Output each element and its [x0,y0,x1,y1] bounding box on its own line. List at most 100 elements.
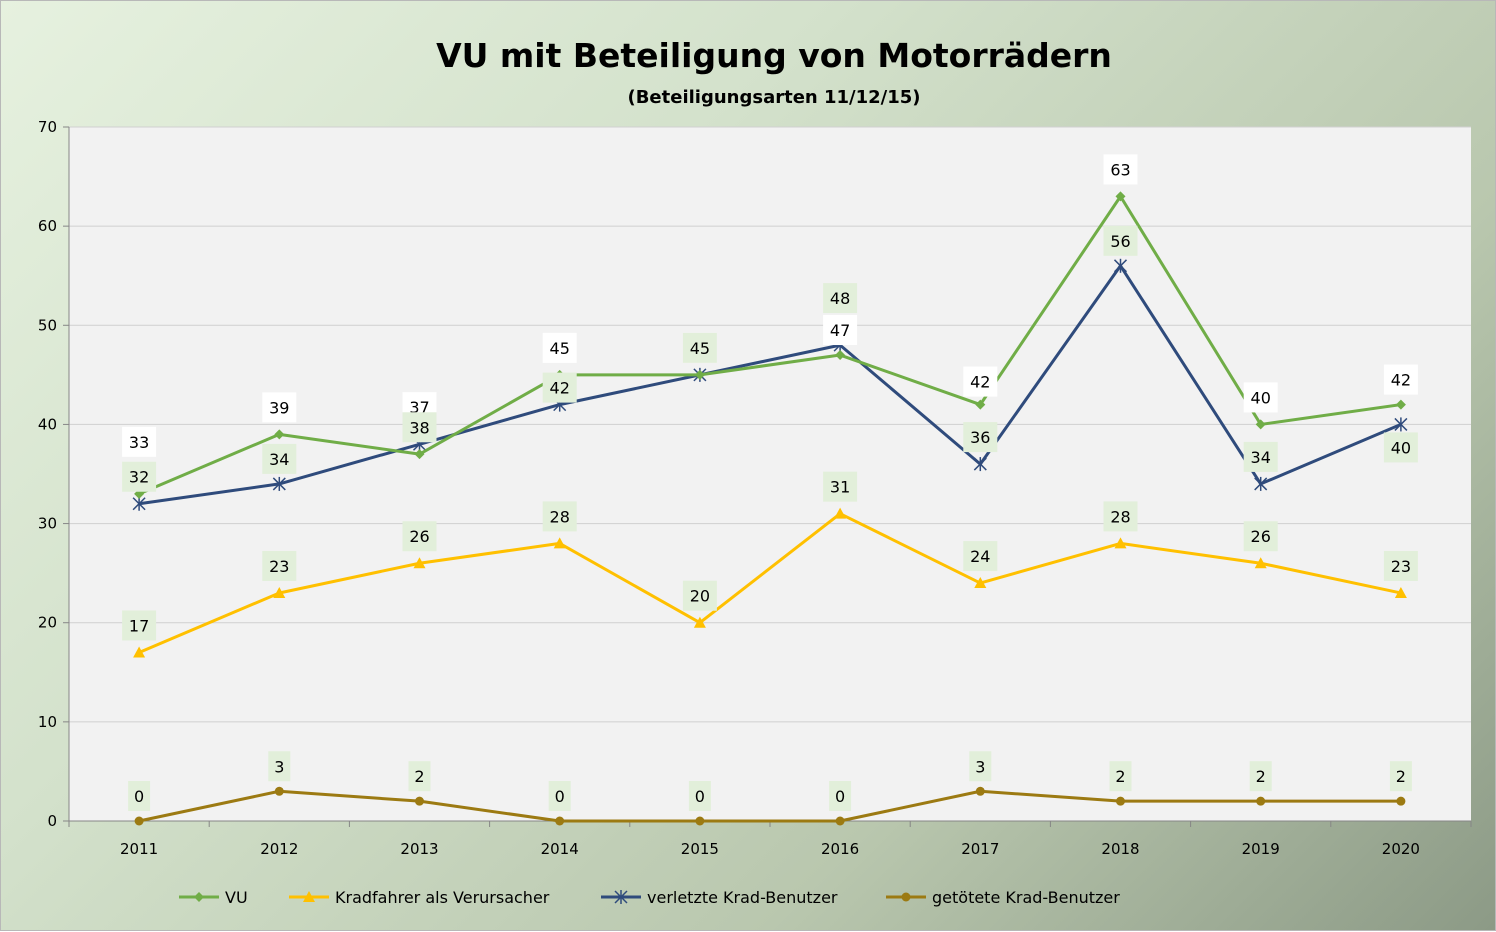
marker-circle [1256,796,1266,806]
data-label-bg [1103,225,1138,256]
x-tick-label: 2013 [400,840,438,858]
legend-item-vu: VU [179,888,248,907]
x-tick-label: 2020 [1382,840,1420,858]
data-label: 36 [963,422,998,453]
data-label-bg [963,366,998,397]
marker-diamond [414,449,425,460]
marker-star [614,890,628,904]
data-label-text: 63 [1110,160,1130,179]
data-label-text: 47 [830,321,850,340]
data-label-text: 0 [695,787,705,806]
data-label-bg [688,781,711,811]
data-label: 33 [122,426,157,457]
data-label: 3 [268,751,291,782]
marker-triangle [834,507,847,519]
data-label-bg [1103,154,1138,185]
data-label-bg [542,501,577,532]
data-label-bg [122,461,157,492]
legend-item-verletzte-krad-benutzer: verletzte Krad-Benutzer [601,888,838,907]
x-tick-label: 2019 [1242,840,1280,858]
data-labels: 3339374545474263404217232628203124282623… [122,154,1418,811]
data-label: 26 [1243,521,1278,552]
data-label-text: 26 [409,527,429,546]
data-label-text: 33 [129,433,149,452]
x-tick-label: 2016 [821,840,859,858]
marker-triangle [133,646,146,658]
data-label: 28 [1103,501,1138,532]
data-label: 34 [262,443,297,474]
series-line [138,512,1402,654]
marker-triangle [1254,557,1267,569]
marker-star [132,496,146,511]
data-label-bg [262,550,297,581]
data-label: 40 [1243,382,1278,413]
data-label-text: 23 [269,557,289,576]
data-label-bg [1109,761,1132,792]
marker-triangle [1394,586,1407,598]
marker-diamond [1395,399,1406,410]
data-label: 63 [1103,154,1138,185]
data-label-bg [262,392,297,423]
data-label: 48 [823,283,858,314]
marker-diamond [975,399,986,410]
data-label-bg [829,781,852,811]
data-label: 38 [402,412,437,443]
data-label: 17 [122,610,157,641]
gridlines [69,126,1471,723]
data-label-text: 2 [1256,767,1266,786]
data-label: 39 [262,392,297,423]
data-label-text: 38 [409,418,429,437]
data-label: 0 [128,781,151,811]
x-tick-label: 2015 [681,840,719,858]
data-label-text: 0 [555,787,565,806]
data-label: 42 [1383,364,1418,395]
marker-circle [415,796,424,806]
data-label: 42 [963,366,998,397]
data-label-text: 40 [1251,388,1271,407]
legend-item-get-tete-krad-benutzer: getötete Krad-Benutzer [886,888,1120,907]
marker-triangle [273,586,286,598]
data-label: 28 [542,501,577,532]
marker-circle [1116,796,1125,806]
data-label-bg [823,315,858,346]
marker-circle [901,892,911,902]
series-layer [132,191,1408,826]
data-label-text: 23 [1391,557,1411,576]
data-label-bg [1383,364,1418,395]
marker-diamond [835,350,846,361]
data-label-text: 31 [830,478,850,497]
data-label: 2 [1389,761,1412,792]
marker-star [1254,476,1268,491]
marker-circle [555,816,565,826]
legend: VU Kradfahrer als Verursacher verletzte Kr… [179,888,1120,907]
data-label-text: 2 [1115,767,1125,786]
data-label: 0 [548,781,571,811]
data-label-text: 42 [1391,371,1411,390]
data-label-bg [963,541,998,572]
data-label-bg [823,283,858,314]
legend-label: getötete Krad-Benutzer [932,888,1120,907]
marker-star [1394,417,1408,432]
data-label-bg [542,332,577,363]
data-label-text: 3 [975,757,985,776]
y-tick-label: 30 [38,515,57,533]
data-label-text: 24 [970,547,990,566]
data-label-text: 42 [550,379,570,398]
data-label-text: 39 [269,398,289,417]
data-label: 26 [402,521,437,552]
marker-diamond [194,892,204,902]
data-label-bg [682,332,717,363]
data-label-text: 45 [690,339,710,358]
marker-circle [975,786,985,796]
data-label-bg [1383,432,1418,463]
data-label-bg [402,412,437,443]
data-label: 0 [829,781,852,811]
series-kradfahrer-als-verursacher [133,507,1407,658]
marker-triangle [974,577,987,589]
legend-item-kradfahrer-als-verursacher: Kradfahrer als Verursacher [289,888,550,907]
data-label-text: 26 [1251,527,1271,546]
data-label: 24 [963,541,998,572]
data-label-text: 2 [1396,767,1406,786]
data-label-text: 32 [129,468,149,487]
